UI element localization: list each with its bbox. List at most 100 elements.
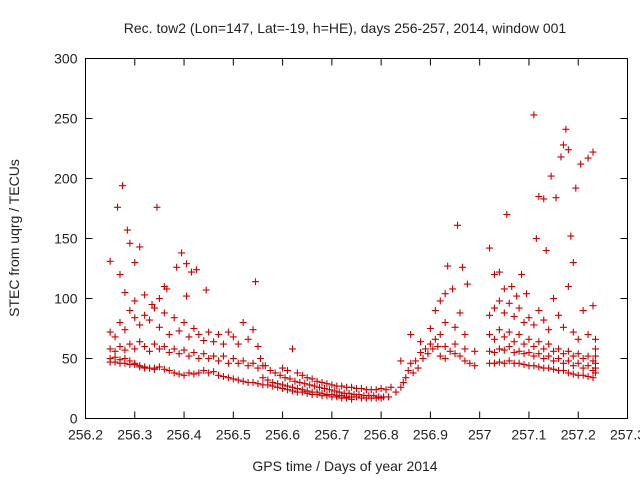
data-point: [500, 285, 508, 293]
data-point: [325, 386, 333, 394]
data-point: [441, 343, 449, 350]
data-point: [525, 335, 533, 343]
data-point: [153, 203, 161, 211]
data-point: [249, 359, 257, 367]
data-point: [510, 313, 518, 320]
data-point: [535, 193, 543, 200]
data-point: [183, 292, 191, 300]
data-point: [522, 290, 530, 298]
data-point: [205, 328, 213, 336]
data-point: [490, 304, 498, 312]
data-point: [436, 352, 444, 360]
data-point: [451, 323, 459, 331]
data-point: [505, 328, 513, 336]
data-point: [131, 361, 139, 368]
data-point: [249, 379, 257, 386]
data-point: [180, 371, 188, 379]
data-point: [234, 340, 242, 348]
x-tick-label: 256.6: [265, 427, 300, 443]
y-tick-label: 0: [70, 411, 78, 427]
data-point: [463, 280, 471, 288]
data-point: [545, 326, 553, 334]
data-point: [165, 367, 173, 374]
data-point: [555, 355, 563, 362]
data-point: [591, 345, 599, 353]
data-point: [141, 291, 149, 299]
data-point: [333, 393, 341, 401]
data-point: [121, 289, 129, 296]
data-point: [591, 352, 599, 360]
x-axis-label: GPS time / Days of year 2014: [252, 458, 437, 474]
data-point: [126, 239, 134, 247]
data-point: [407, 359, 415, 367]
data-point: [486, 347, 494, 355]
data-point: [251, 278, 259, 286]
axis-tick-labels: 256.2 256.3 256.4 256.5 256.6 256.7 256.8 256.9…: [54, 51, 640, 443]
data-point: [155, 363, 163, 371]
x-tick-label: 256.5: [216, 427, 251, 443]
data-point: [306, 381, 314, 389]
data-point: [293, 369, 301, 377]
data-point: [545, 364, 553, 372]
data-point: [426, 340, 434, 348]
data-point: [505, 299, 513, 307]
data-point: [111, 347, 119, 355]
data-point: [503, 211, 511, 218]
data-point: [402, 374, 410, 382]
x-tick-label: 257: [468, 427, 492, 443]
data-point: [451, 340, 459, 348]
data-point: [486, 311, 494, 319]
data-point: [540, 355, 548, 362]
y-tick-label: 100: [54, 291, 78, 307]
data-point: [508, 283, 516, 290]
data-point: [170, 314, 178, 322]
data-point: [190, 370, 198, 378]
data-point: [323, 392, 331, 400]
data-point: [116, 319, 124, 326]
data-point: [170, 345, 178, 353]
data-point: [550, 347, 558, 355]
data-point: [316, 383, 324, 391]
x-tick-label: 256.7: [314, 427, 349, 443]
data-point: [446, 347, 454, 355]
data-point: [555, 345, 563, 353]
data-point: [338, 382, 346, 390]
chart-title: Rec. tow2 (Lon=147, Lat=-19, h=HE), days…: [124, 20, 567, 36]
y-tick-label: 50: [62, 351, 78, 367]
data-point: [224, 374, 232, 382]
data-point: [392, 388, 400, 396]
data-point: [146, 316, 154, 324]
data-point: [419, 355, 427, 362]
data-point: [210, 352, 218, 360]
data-point: [264, 381, 272, 389]
data-point: [320, 385, 328, 392]
data-point: [372, 386, 380, 394]
data-point: [562, 125, 570, 133]
data-point: [434, 343, 442, 350]
data-point: [348, 395, 356, 403]
data-point: [490, 359, 498, 367]
data-point: [357, 385, 365, 392]
data-point: [505, 343, 513, 350]
data-point: [471, 347, 479, 355]
data-point: [219, 373, 227, 380]
data-point: [441, 319, 449, 326]
data-point: [136, 321, 144, 329]
data-point: [160, 309, 168, 317]
data-point: [490, 271, 498, 278]
data-point: [574, 350, 582, 358]
data-point: [397, 383, 405, 391]
data-point: [559, 141, 567, 149]
plot-frame: [85, 58, 628, 419]
data-point: [190, 325, 198, 332]
x-tick-label: 256.4: [167, 427, 202, 443]
data-point: [454, 221, 462, 229]
data-point: [569, 362, 577, 370]
data-point: [202, 286, 210, 294]
data-point: [589, 302, 597, 310]
data-point: [451, 350, 459, 358]
data-point: [559, 367, 567, 374]
data-point: [500, 359, 508, 367]
data-point: [190, 349, 198, 356]
